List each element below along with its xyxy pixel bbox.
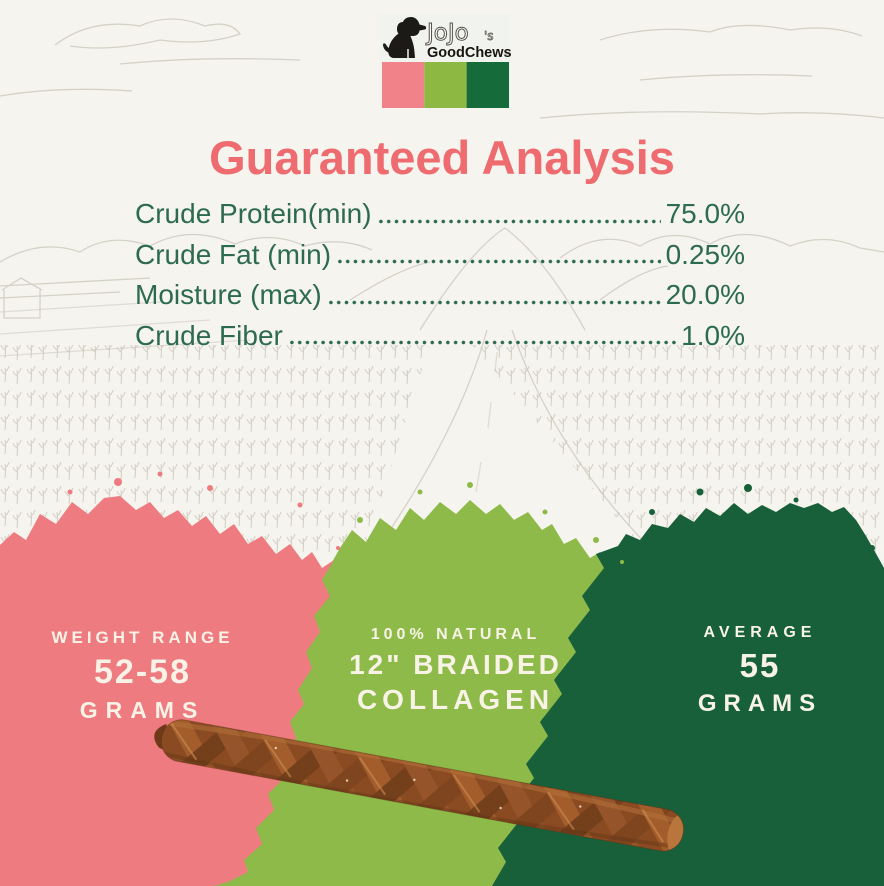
paint-splatter-dots xyxy=(67,471,875,650)
brand-swatch-pink xyxy=(382,62,425,108)
analysis-value: 1.0% xyxy=(681,319,745,351)
dot-leader xyxy=(326,297,661,307)
badge-value: 12" BRAIDED xyxy=(349,649,562,680)
guaranteed-analysis-table: Crude Protein(min) 75.0% Crude Fat (min)… xyxy=(135,194,745,356)
brand-swatch-green xyxy=(424,62,467,108)
badge-value: 52-58 xyxy=(94,653,191,691)
analysis-label: Crude Fat (min) xyxy=(135,238,332,270)
braided-collagen-chew-photo xyxy=(154,716,687,855)
analysis-label: Crude Fiber xyxy=(135,319,283,351)
badge-unit: GRAMS xyxy=(79,697,206,723)
weight-range-badge: WEIGHT RANGE 52-58 GRAMS xyxy=(25,628,260,724)
pink-brush-swatch xyxy=(0,496,334,886)
analysis-row: Crude Fiber 1.0% xyxy=(135,316,745,357)
analysis-row: Crude Fat (min) 0.25% xyxy=(135,235,745,276)
badge-unit: COLLAGEN xyxy=(356,684,555,715)
analysis-value: 0.25% xyxy=(665,238,745,270)
brand-swatch-dark-green xyxy=(466,62,509,108)
page-title: Guaranteed Analysis xyxy=(209,131,675,184)
brand-name-suffix: 's xyxy=(484,29,494,43)
badge-heading: 100% NATURAL xyxy=(370,626,541,643)
brand-name-top: JoJo xyxy=(425,20,469,46)
dark-green-brush-swatch xyxy=(492,503,884,886)
brand-color-bar xyxy=(382,62,509,108)
analysis-label: Crude Protein(min) xyxy=(135,198,372,229)
analysis-value: 75.0% xyxy=(665,198,745,229)
trademark-symbol: ™ xyxy=(503,53,509,60)
dot-leader xyxy=(287,338,677,347)
analysis-label: Moisture (max) xyxy=(135,279,322,310)
badge-heading: AVERAGE xyxy=(703,624,817,641)
badge-unit: GRAMS xyxy=(697,690,823,717)
brand-logo-card: JoJo 's GoodChews ™ xyxy=(380,14,511,108)
analysis-row: Crude Protein(min) 75.0% xyxy=(135,194,745,235)
analysis-value: 20.0% xyxy=(665,279,745,310)
analysis-row: Moisture (max) 20.0% xyxy=(135,275,745,316)
dog-icon xyxy=(382,17,427,58)
average-weight-badge: AVERAGE 55 GRAMS xyxy=(655,624,865,718)
brand-name-bottom: GoodChews xyxy=(427,45,511,61)
dot-leader xyxy=(376,216,661,226)
dot-leader xyxy=(336,257,661,266)
brand-logo: JoJo 's GoodChews ™ xyxy=(382,17,511,61)
badge-value: 55 xyxy=(739,647,781,684)
natural-collagen-badge: 100% NATURAL 12" BRAIDED COLLAGEN xyxy=(338,626,573,716)
badge-heading: WEIGHT RANGE xyxy=(51,628,234,647)
